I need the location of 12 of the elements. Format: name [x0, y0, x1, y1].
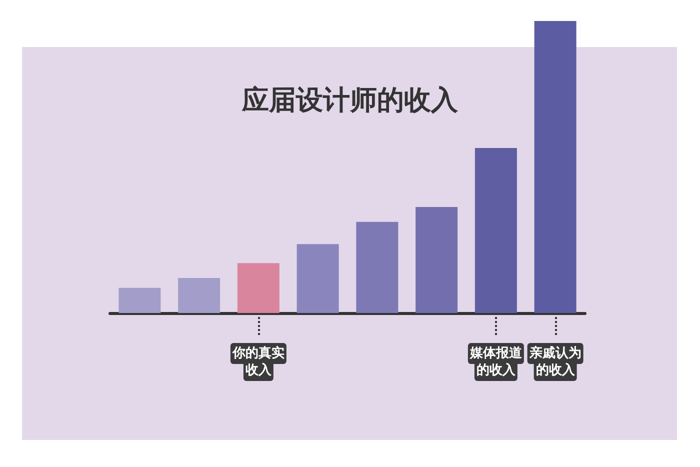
x-tick-label: 亲戚认为的收入 [528, 345, 582, 378]
bar [474, 148, 517, 313]
bar [178, 278, 220, 313]
bar [356, 222, 398, 313]
bar [534, 21, 576, 313]
bar [296, 244, 339, 313]
bar [237, 263, 280, 313]
bar [416, 207, 458, 313]
x-tick-label: 媒体报道的收入 [468, 346, 523, 378]
x-tick-label: 你的真实收入 [231, 345, 284, 378]
bar [118, 288, 161, 313]
text: 应届设计师的收入 [241, 85, 459, 116]
